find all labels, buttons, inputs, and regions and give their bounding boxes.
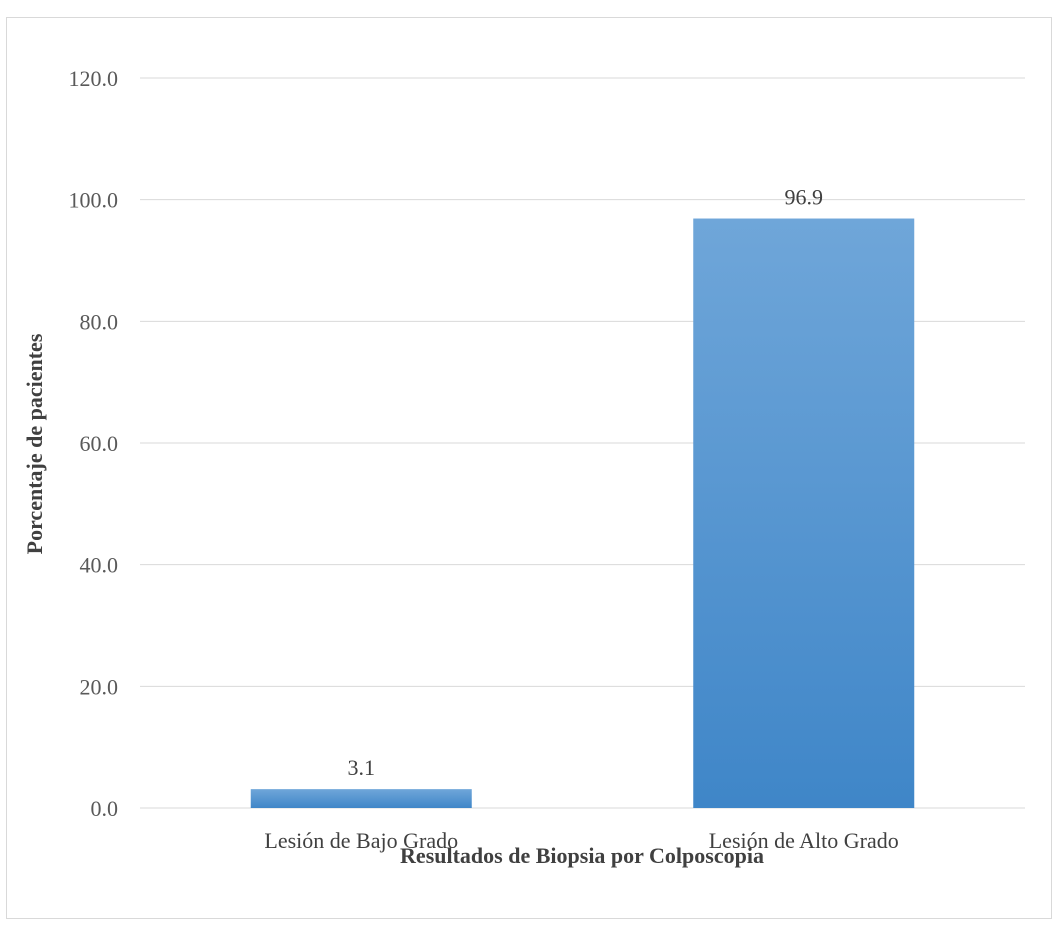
y-tick-label: 80.0 — [80, 309, 119, 334]
x-axis-categories: Lesión de Bajo Grado Lesión de Alto Grado — [264, 828, 898, 853]
data-labels: 3.1 96.9 — [348, 185, 824, 781]
y-tick-label: 100.0 — [69, 188, 119, 213]
y-tick-label: 60.0 — [80, 431, 119, 456]
x-axis-title: Resultados de Biopsia por Colposcopia — [400, 843, 764, 868]
bar — [693, 218, 915, 808]
y-tick-label: 20.0 — [80, 674, 119, 699]
y-tick-label: 0.0 — [91, 796, 119, 821]
bar-data-label: 96.9 — [785, 185, 824, 210]
x-category-label: Lesión de Alto Grado — [709, 828, 899, 853]
y-axis-ticks: 0.0 20.0 40.0 60.0 80.0 100.0 120.0 — [69, 66, 119, 821]
bars — [250, 218, 915, 808]
bar — [250, 789, 472, 808]
x-category-label: Lesión de Bajo Grado — [264, 828, 458, 853]
bar-data-label: 3.1 — [348, 755, 376, 780]
y-axis-title: Porcentaje de pacientes — [22, 333, 47, 554]
y-tick-label: 40.0 — [80, 553, 119, 578]
y-tick-label: 120.0 — [69, 66, 119, 91]
